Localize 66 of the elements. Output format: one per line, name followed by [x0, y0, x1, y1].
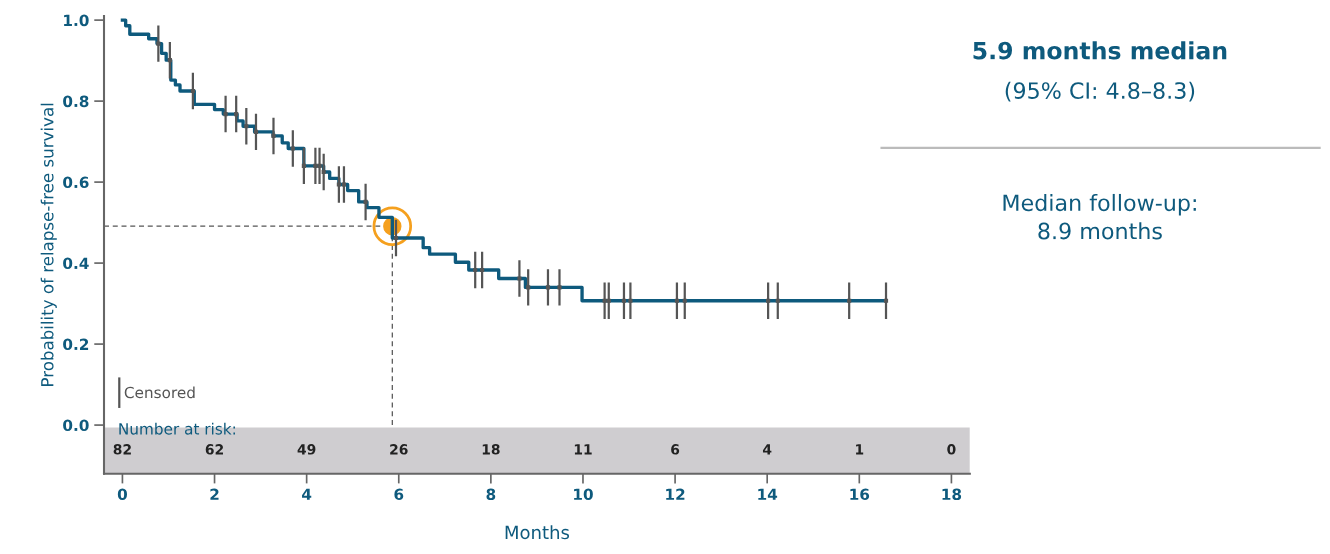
point: [190, 88, 195, 94]
x-axis-title: Months: [505, 525, 570, 540]
annotation: 62: [205, 444, 223, 455]
x-tick-label: 12: [666, 488, 685, 500]
point: [526, 285, 531, 290]
point: [313, 163, 318, 168]
legend-label: Censored: [124, 386, 195, 399]
point: [517, 276, 522, 281]
y-tick-label: 0.0: [63, 419, 89, 432]
point: [317, 163, 322, 168]
x-tick-label: 4: [302, 488, 312, 500]
point: [393, 235, 399, 241]
point: [775, 298, 780, 303]
y-tick-label: 0.6: [63, 176, 89, 189]
point: [271, 133, 276, 139]
x-tick-label: 6: [394, 488, 404, 501]
point: [847, 298, 852, 303]
point: [606, 298, 611, 303]
annotation: 1: [856, 444, 864, 455]
text: (95% CI: 4.8–8.3): [1005, 81, 1195, 102]
point: [480, 267, 485, 273]
x-tick-label: 0: [117, 488, 128, 501]
x-tick-label: 10: [574, 488, 593, 501]
x-tick-label: 14: [758, 488, 778, 500]
point: [628, 298, 633, 303]
y-tick-label: 0.2: [63, 338, 89, 351]
annotation: 0: [947, 444, 956, 455]
text: Median follow-up: 8.9 months: [1003, 193, 1196, 240]
point: [167, 58, 172, 63]
annotation: Number at risk:: [119, 422, 235, 435]
point: [674, 298, 680, 303]
x-tick-label: 8: [486, 488, 496, 501]
y-tick-label: 1.0: [64, 14, 89, 27]
point: [290, 146, 295, 151]
point: [545, 285, 551, 290]
annotation: 49: [297, 444, 316, 455]
point: [321, 169, 326, 175]
point: [682, 298, 687, 303]
annotation: 4: [762, 444, 772, 455]
point: [341, 182, 347, 187]
point: [473, 267, 478, 273]
point: [621, 298, 627, 303]
annotation: 11: [574, 444, 592, 455]
annotation: 82: [113, 444, 131, 455]
annotation: 26: [390, 444, 408, 455]
x-tick-label: 18: [942, 488, 962, 501]
point: [363, 199, 368, 205]
point: [253, 129, 259, 134]
point: [557, 285, 562, 290]
annotation: 18: [482, 444, 500, 455]
point: [883, 298, 889, 303]
point: [766, 298, 771, 303]
x-tick-label: 16: [850, 488, 870, 501]
annotation: 6: [671, 444, 680, 455]
x-tick-label: 2: [210, 488, 219, 500]
y-tick-label: 0.4: [63, 257, 89, 270]
point: [234, 111, 239, 117]
point: [336, 182, 341, 187]
point: [602, 298, 607, 303]
point: [223, 111, 228, 117]
point: [244, 124, 249, 129]
text: 5.9 months median: [973, 41, 1227, 60]
y-axis-title: Probability of relapse-free survival: [40, 103, 57, 386]
point: [156, 41, 161, 46]
y-tick-label: 0.8: [63, 95, 89, 108]
point: [301, 163, 306, 168]
